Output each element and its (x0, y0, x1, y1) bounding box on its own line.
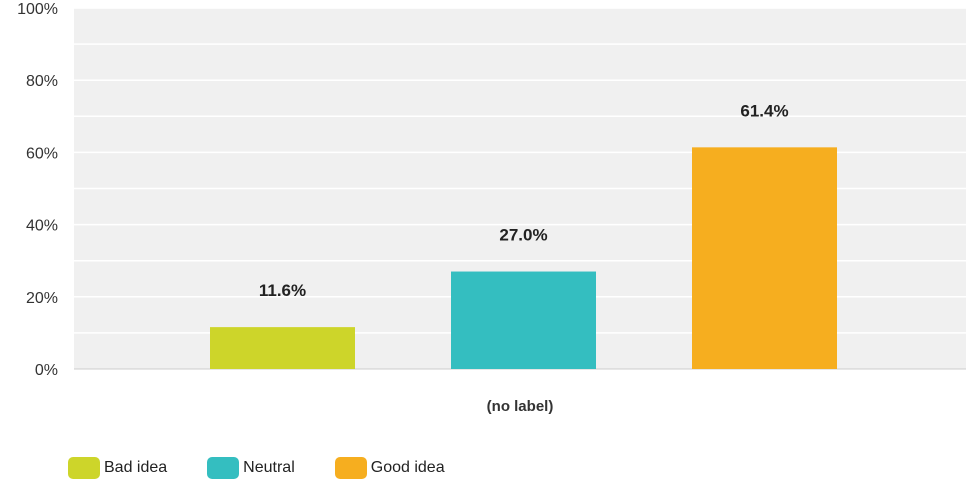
legend-label-neutral: Neutral (243, 459, 295, 477)
legend-label-good-idea: Good idea (371, 459, 445, 477)
y-tick-label: 60% (26, 145, 58, 162)
x-category-label: (no label) (487, 398, 554, 415)
data-label-good-idea: 61.4% (740, 101, 788, 120)
y-tick-label: 0% (35, 362, 58, 379)
bar-bad-idea (210, 327, 355, 369)
legend-swatch-good-idea (335, 457, 367, 479)
bar-neutral (451, 272, 596, 369)
y-tick-label: 80% (26, 73, 58, 90)
legend-item-bad-idea: Bad idea (68, 457, 167, 479)
data-label-bad-idea: 11.6% (259, 281, 306, 300)
bar-chart: 0% 20% 40% 60% 80% 100% 11.6% 27.0% 61.4% (no l… (0, 0, 966, 440)
y-tick-label: 40% (26, 218, 58, 235)
legend: Bad idea Neutral Good idea (68, 457, 485, 479)
y-tick-label: 20% (26, 290, 58, 307)
data-label-neutral: 27.0% (499, 226, 547, 245)
y-tick-label: 100% (17, 1, 58, 18)
legend-item-good-idea: Good idea (335, 457, 445, 479)
legend-swatch-bad-idea (68, 457, 100, 479)
legend-label-bad-idea: Bad idea (104, 459, 167, 477)
y-axis-ticks: 0% 20% 40% 60% 80% 100% (17, 1, 58, 379)
bar-good-idea (692, 147, 837, 369)
legend-swatch-neutral (207, 457, 239, 479)
legend-item-neutral: Neutral (207, 457, 295, 479)
